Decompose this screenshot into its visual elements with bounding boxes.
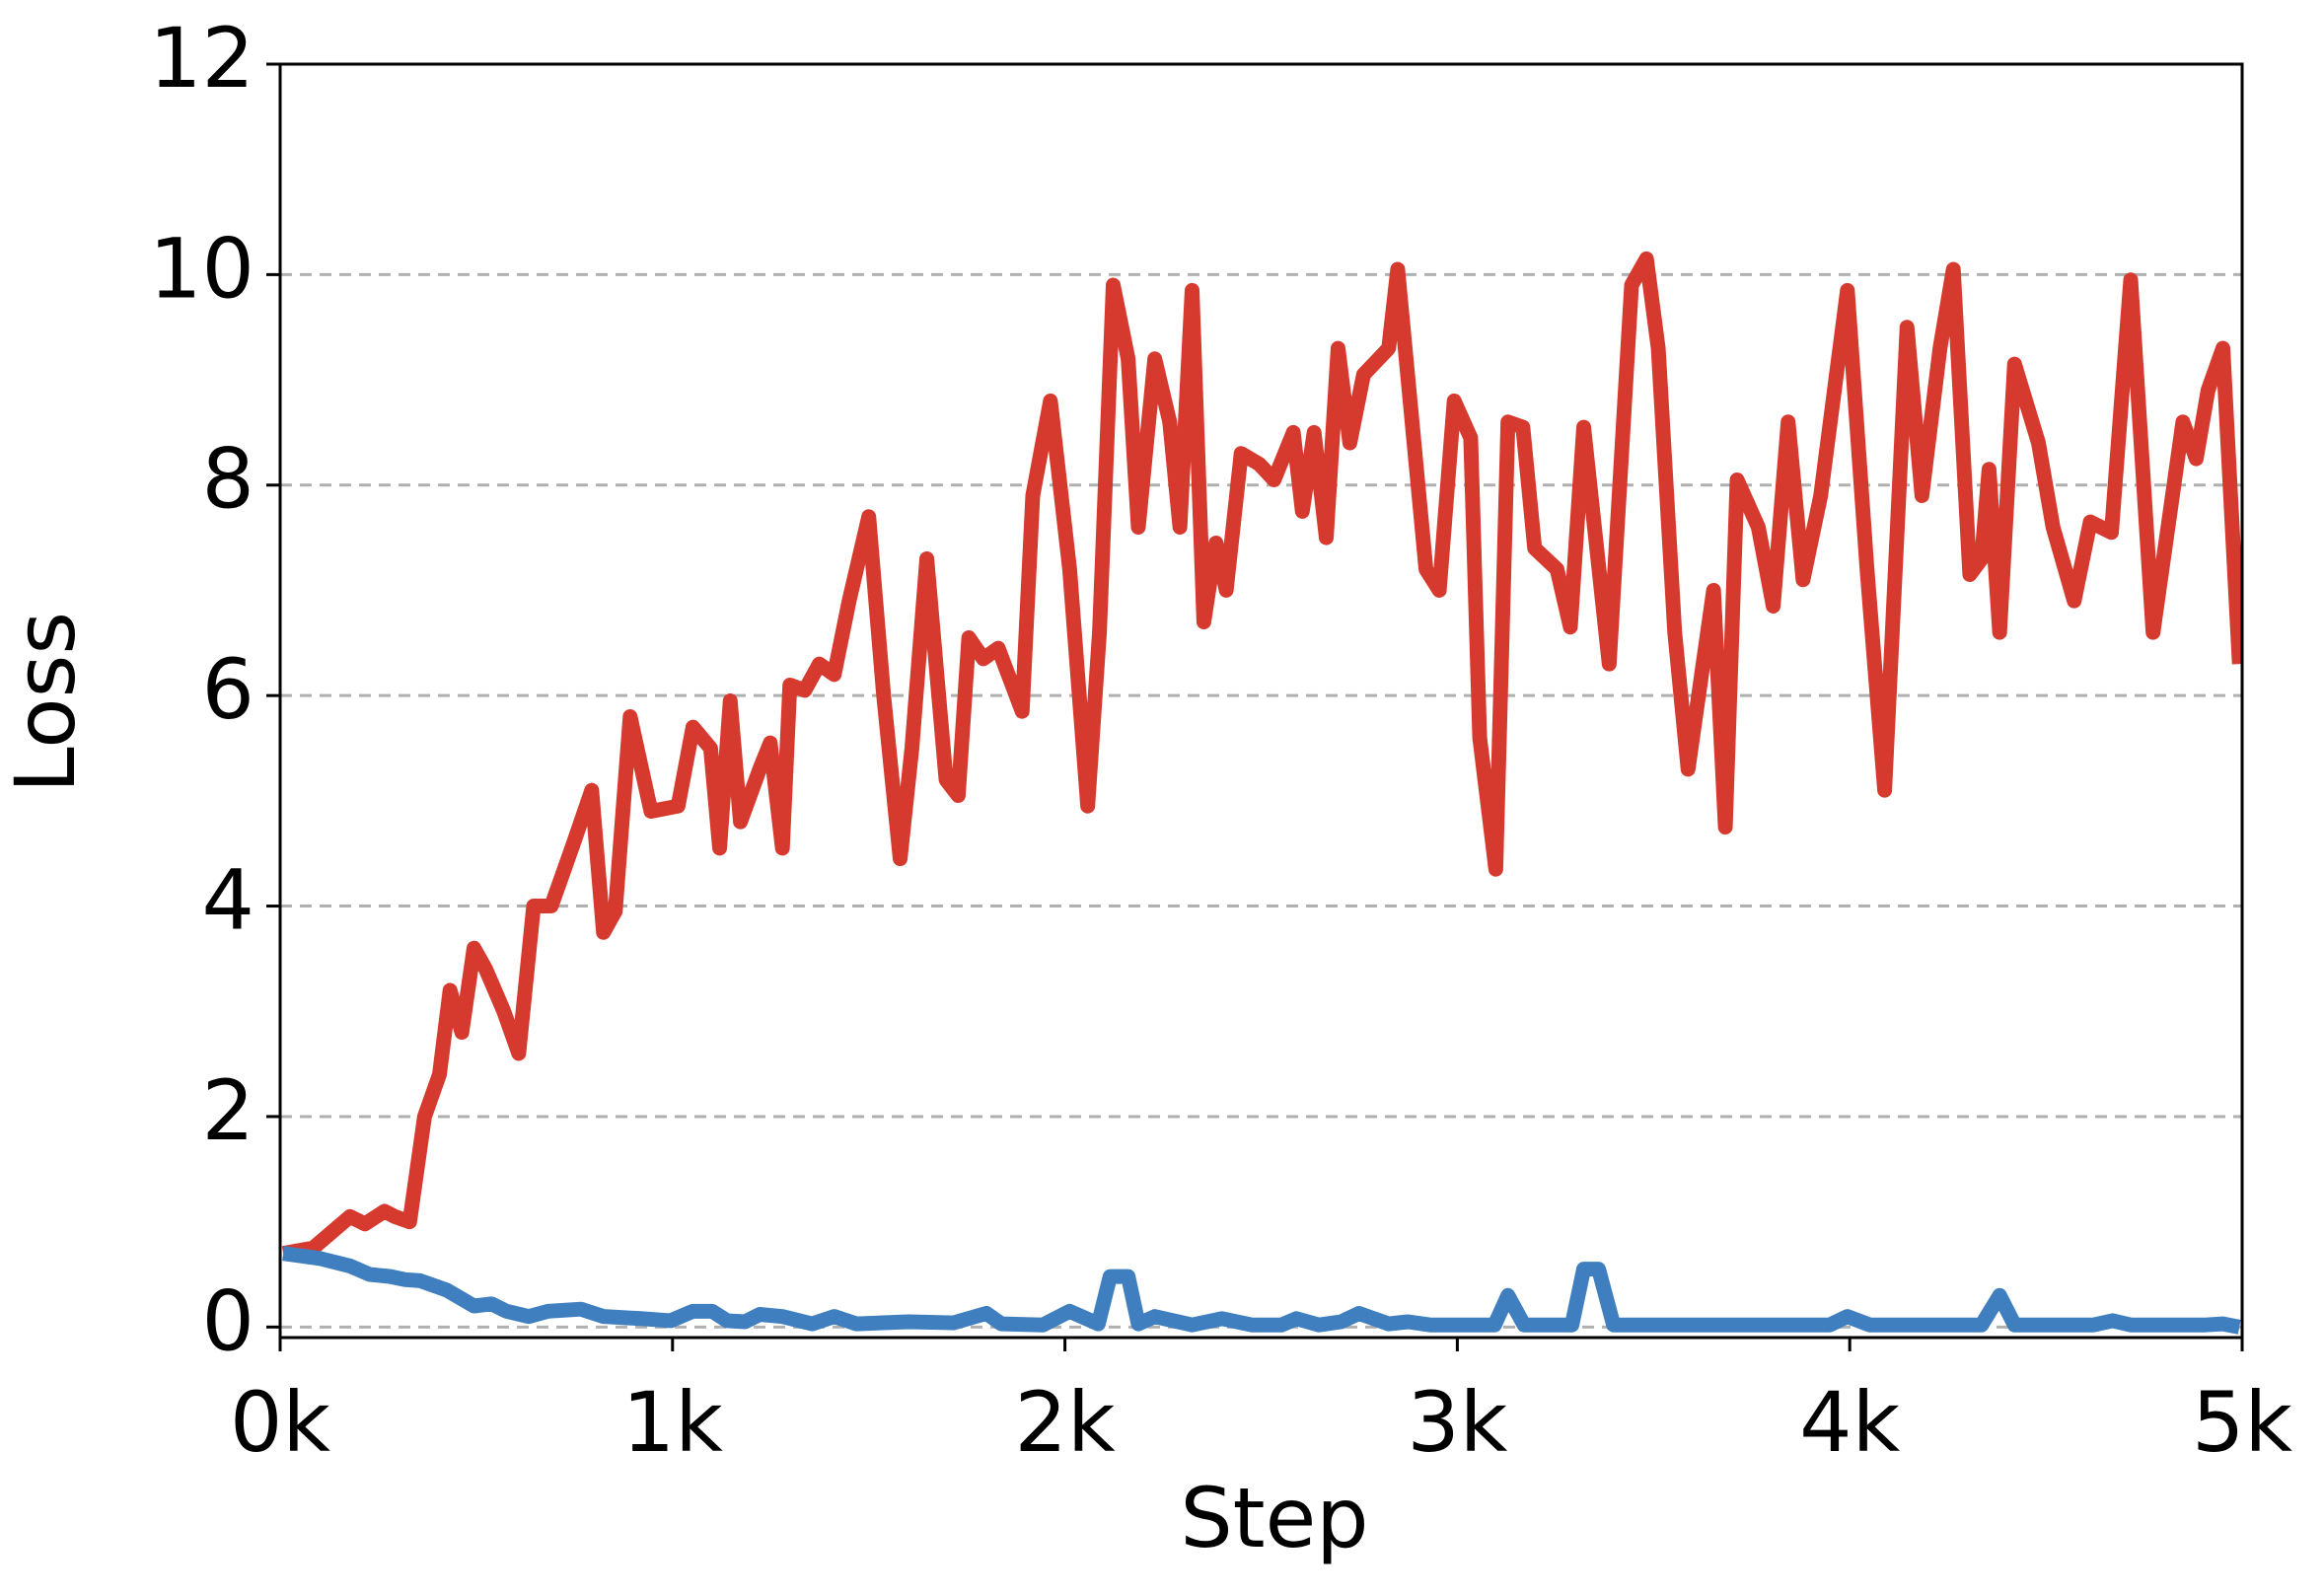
- y-tick-label: 12: [149, 10, 254, 107]
- y-tick-label: 2: [202, 1062, 254, 1159]
- y-tick-label: 6: [202, 641, 254, 738]
- x-tick-label: 5k: [2192, 1374, 2292, 1471]
- y-tick-label: 8: [202, 431, 254, 528]
- x-tick-label: 3k: [1407, 1374, 1507, 1471]
- y-tick-label: 10: [149, 220, 254, 317]
- x-tick-label: 0k: [230, 1374, 330, 1471]
- series-line: [282, 1246, 2241, 1335]
- y-tick-label: 4: [202, 851, 254, 948]
- y-axis-label: Loss: [0, 612, 94, 793]
- x-axis-label: Step: [1180, 1470, 1368, 1566]
- plot-frame: [278, 62, 2244, 1340]
- x-tick-label: 4k: [1799, 1374, 1900, 1471]
- y-tick-label: 0: [202, 1272, 254, 1369]
- series-line: [281, 251, 2242, 1262]
- x-tick-label: 2k: [1015, 1374, 1116, 1471]
- x-tick-label: 1k: [622, 1374, 723, 1471]
